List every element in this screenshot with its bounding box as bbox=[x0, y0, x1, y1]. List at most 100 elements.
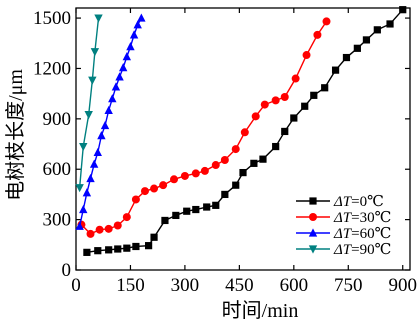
series-line-1 bbox=[80, 21, 328, 235]
data-point-1 bbox=[231, 145, 240, 154]
legend-marker bbox=[308, 245, 318, 254]
legend-label-prefix: ΔT bbox=[333, 226, 353, 242]
data-point-3 bbox=[75, 184, 84, 193]
y-tick-label: 900 bbox=[43, 109, 72, 130]
legend-entry-2: ΔT=60℃ bbox=[296, 226, 391, 242]
legend-label: ΔT=0℃ bbox=[333, 194, 384, 210]
series-3 bbox=[75, 14, 103, 193]
data-point-1 bbox=[170, 175, 179, 184]
data-point-2 bbox=[122, 52, 132, 61]
series-line-3 bbox=[78, 18, 100, 188]
y-tick-label: 1200 bbox=[33, 58, 71, 79]
data-point-0 bbox=[232, 181, 240, 189]
data-point-1 bbox=[271, 96, 280, 105]
data-point-0 bbox=[145, 242, 153, 250]
data-point-1 bbox=[113, 221, 122, 230]
legend-marker bbox=[309, 213, 317, 221]
data-point-0 bbox=[250, 159, 258, 167]
data-point-2 bbox=[111, 82, 121, 91]
data-point-2 bbox=[115, 72, 124, 81]
legend: ΔT=0℃ΔT=30℃ΔT=60℃ΔT=90℃ bbox=[296, 194, 391, 258]
legend-label-suffix: =90℃ bbox=[351, 242, 391, 258]
data-point-2 bbox=[97, 131, 106, 140]
legend-label-prefix: ΔT bbox=[333, 210, 353, 226]
legend-marker bbox=[308, 228, 318, 237]
data-point-1 bbox=[280, 93, 289, 102]
data-point-0 bbox=[259, 155, 267, 163]
series-2 bbox=[75, 13, 146, 230]
data-point-0 bbox=[203, 203, 211, 211]
data-point-0 bbox=[290, 114, 298, 122]
y-tick-label: 600 bbox=[43, 159, 72, 180]
data-point-1 bbox=[140, 187, 149, 196]
data-point-0 bbox=[183, 207, 191, 215]
y-tick-label: 1500 bbox=[33, 8, 71, 29]
data-point-1 bbox=[150, 184, 159, 193]
data-point-0 bbox=[161, 216, 169, 225]
data-point-0 bbox=[281, 127, 289, 136]
data-point-2 bbox=[82, 188, 92, 197]
legend-label: ΔT=90℃ bbox=[333, 242, 391, 258]
data-point-0 bbox=[272, 142, 280, 151]
data-point-2 bbox=[75, 221, 84, 230]
legend-label: ΔT=30℃ bbox=[333, 210, 391, 226]
data-point-0 bbox=[105, 246, 113, 254]
data-point-0 bbox=[150, 233, 158, 241]
data-point-2 bbox=[89, 159, 99, 168]
plot-axes: 0 150 300 450 600 750 900 0 300 600 900 1200 1500 bbox=[33, 7, 417, 296]
data-point-0 bbox=[353, 44, 361, 52]
x-tick-label: 450 bbox=[225, 275, 254, 296]
legend-label-suffix: =60℃ bbox=[351, 226, 391, 242]
data-point-0 bbox=[331, 66, 340, 74]
data-point-0 bbox=[362, 36, 371, 44]
data-point-3 bbox=[94, 14, 103, 23]
data-point-3 bbox=[84, 111, 93, 120]
data-point-0 bbox=[94, 247, 102, 255]
data-point-2 bbox=[86, 173, 95, 183]
legend-label-prefix: ΔT bbox=[333, 242, 353, 258]
data-point-2 bbox=[104, 105, 113, 115]
data-point-1 bbox=[251, 112, 260, 121]
x-axis-title: 时间/min bbox=[222, 299, 299, 322]
y-tick-label: 0 bbox=[62, 260, 72, 281]
data-point-1 bbox=[211, 161, 220, 170]
data-point-2 bbox=[118, 63, 128, 72]
data-point-1 bbox=[260, 100, 269, 109]
data-point-1 bbox=[104, 224, 113, 233]
series-0 bbox=[83, 6, 407, 256]
data-point-2 bbox=[79, 204, 88, 214]
data-point-0 bbox=[373, 26, 381, 34]
data-point-0 bbox=[132, 242, 140, 251]
data-point-1 bbox=[240, 128, 249, 137]
data-point-2 bbox=[100, 120, 110, 130]
data-point-2 bbox=[108, 94, 117, 103]
data-point-3 bbox=[88, 76, 97, 85]
x-tick-label: 0 bbox=[71, 275, 81, 296]
data-point-1 bbox=[191, 169, 200, 178]
data-point-0 bbox=[342, 53, 351, 62]
data-point-0 bbox=[221, 190, 229, 199]
data-point-1 bbox=[313, 30, 322, 39]
data-point-0 bbox=[239, 168, 247, 177]
legend-entry-3: ΔT=90℃ bbox=[296, 242, 391, 258]
data-point-3 bbox=[79, 142, 88, 152]
y-tick-label: 300 bbox=[43, 210, 72, 231]
x-tick-label: 300 bbox=[171, 275, 200, 296]
data-point-0 bbox=[301, 102, 309, 110]
data-point-1 bbox=[291, 74, 300, 83]
x-tick-label: 150 bbox=[116, 275, 145, 296]
data-point-1 bbox=[220, 155, 229, 164]
plot-frame bbox=[75, 7, 411, 271]
legend-label: ΔT=60℃ bbox=[333, 226, 391, 242]
data-point-0 bbox=[83, 248, 91, 256]
data-point-0 bbox=[123, 244, 131, 252]
data-point-1 bbox=[302, 51, 311, 60]
data-point-0 bbox=[212, 201, 220, 209]
data-point-0 bbox=[310, 91, 318, 99]
data-point-0 bbox=[172, 211, 180, 220]
x-tick-label: 600 bbox=[280, 275, 309, 296]
data-point-0 bbox=[192, 205, 200, 214]
data-point-0 bbox=[399, 6, 407, 14]
legend-entry-0: ΔT=0℃ bbox=[296, 194, 384, 210]
